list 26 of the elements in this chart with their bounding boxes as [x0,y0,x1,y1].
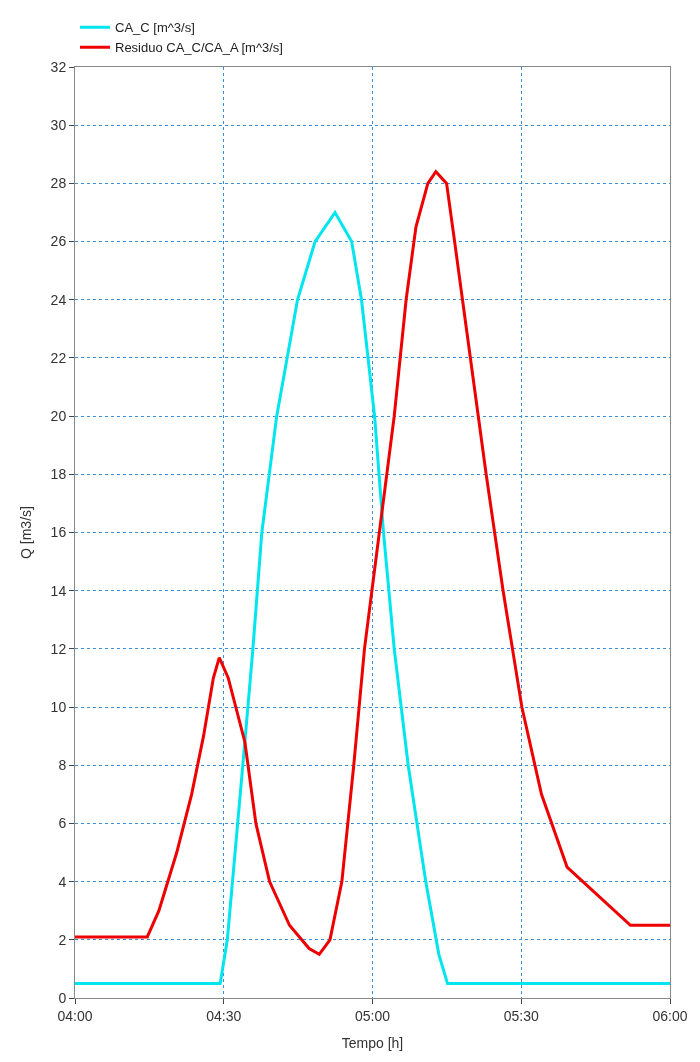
y-tick-label: 22 [50,349,67,366]
y-tick-label: 30 [50,117,67,134]
y-tick-label: 28 [50,175,67,192]
x-tick-label: 05:30 [503,1007,539,1024]
y-tick-label: 4 [58,873,67,890]
x-tick-label: 05:00 [354,1007,391,1024]
y-tick-label: 32 [50,58,67,75]
y-tick-label: 26 [50,233,67,250]
x-tick-label: 04:00 [57,1007,93,1024]
y-tick-label: 6 [58,815,67,832]
legend-label: Residuo CA_C/CA_A [m^3/s] [115,40,283,56]
y-tick-label: 0 [58,989,67,1006]
y-tick-label: 20 [50,408,67,425]
y-tick-label: 18 [50,466,67,483]
y-axis-title: Q [m3/s] [18,506,35,559]
y-tick-label: 24 [50,291,67,308]
legend-label: CA_C [m^3/s] [115,20,195,36]
x-tick-label: 04:30 [206,1007,242,1024]
y-tick-label: 16 [50,524,67,541]
y-tick-label: 8 [58,757,67,774]
y-tick-label: 12 [50,640,67,657]
y-tick-label: 2 [58,931,67,948]
x-axis-title: Tempo [h] [341,1035,404,1052]
x-tick-label: 06:00 [652,1007,688,1024]
y-tick-label: 14 [50,582,67,599]
y-tick-label: 10 [50,698,67,715]
